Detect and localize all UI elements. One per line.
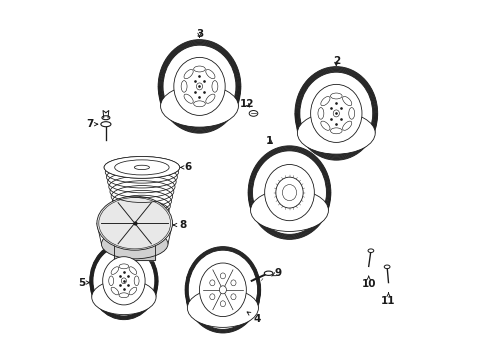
- Ellipse shape: [348, 108, 354, 119]
- Ellipse shape: [199, 263, 246, 316]
- Text: 4: 4: [246, 312, 260, 324]
- Ellipse shape: [205, 69, 215, 79]
- Ellipse shape: [264, 165, 314, 221]
- Ellipse shape: [111, 267, 119, 274]
- Ellipse shape: [384, 265, 389, 269]
- Ellipse shape: [97, 196, 172, 250]
- Ellipse shape: [250, 189, 328, 231]
- Text: 3: 3: [196, 29, 203, 39]
- Ellipse shape: [310, 84, 361, 143]
- Ellipse shape: [193, 66, 205, 72]
- Ellipse shape: [102, 116, 110, 120]
- Text: 9: 9: [271, 268, 281, 278]
- Ellipse shape: [101, 122, 111, 127]
- Text: 7: 7: [86, 119, 98, 129]
- Ellipse shape: [160, 85, 238, 127]
- Ellipse shape: [320, 121, 329, 130]
- Ellipse shape: [129, 287, 137, 295]
- Ellipse shape: [181, 81, 187, 92]
- Text: 1: 1: [265, 136, 273, 146]
- Ellipse shape: [102, 257, 145, 305]
- Ellipse shape: [209, 280, 215, 286]
- Ellipse shape: [342, 121, 351, 130]
- Ellipse shape: [108, 276, 113, 285]
- Ellipse shape: [330, 93, 342, 99]
- Ellipse shape: [173, 57, 224, 116]
- Ellipse shape: [115, 160, 169, 175]
- Text: 12: 12: [240, 99, 254, 109]
- Text: 5: 5: [78, 278, 89, 288]
- Ellipse shape: [104, 157, 179, 178]
- Ellipse shape: [220, 301, 225, 307]
- Ellipse shape: [320, 96, 329, 106]
- Ellipse shape: [330, 128, 342, 134]
- Ellipse shape: [211, 81, 218, 92]
- Text: 11: 11: [381, 293, 395, 306]
- Ellipse shape: [187, 288, 258, 327]
- Ellipse shape: [249, 111, 257, 116]
- Ellipse shape: [219, 286, 226, 294]
- Ellipse shape: [342, 96, 351, 106]
- Ellipse shape: [275, 177, 303, 208]
- Ellipse shape: [111, 287, 119, 295]
- Ellipse shape: [264, 271, 272, 275]
- Ellipse shape: [92, 280, 156, 315]
- Ellipse shape: [119, 293, 128, 298]
- Ellipse shape: [230, 280, 236, 286]
- Text: 6: 6: [181, 162, 191, 172]
- Ellipse shape: [297, 112, 374, 154]
- Ellipse shape: [205, 94, 215, 103]
- Ellipse shape: [317, 108, 323, 119]
- Ellipse shape: [183, 94, 193, 103]
- Ellipse shape: [367, 249, 373, 252]
- Ellipse shape: [101, 229, 167, 259]
- Ellipse shape: [220, 273, 225, 279]
- Ellipse shape: [119, 264, 128, 269]
- Text: 10: 10: [361, 276, 375, 289]
- Text: 2: 2: [332, 56, 339, 66]
- Ellipse shape: [129, 267, 137, 274]
- Text: 8: 8: [173, 220, 186, 230]
- Ellipse shape: [183, 69, 193, 79]
- Ellipse shape: [193, 101, 205, 107]
- Ellipse shape: [209, 294, 215, 300]
- Ellipse shape: [134, 276, 139, 285]
- Ellipse shape: [230, 294, 236, 300]
- Polygon shape: [114, 244, 155, 260]
